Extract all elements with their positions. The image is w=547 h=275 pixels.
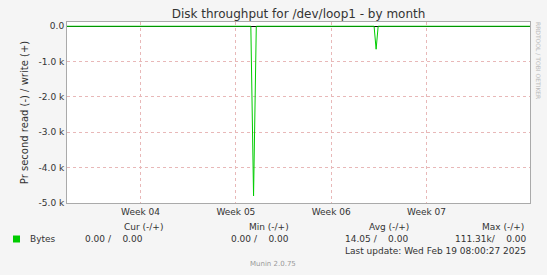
svg-text:-4.0 k: -4.0 k	[39, 163, 65, 173]
svg-text:RRDTOOL / TOBI OETIKER: RRDTOOL / TOBI OETIKER	[535, 22, 542, 99]
svg-text:Max (-/+): Max (-/+)	[482, 222, 524, 232]
svg-text:-2.0 k: -2.0 k	[39, 92, 65, 102]
svg-text:Avg (-/+): Avg (-/+)	[369, 222, 409, 232]
svg-text:Min (-/+): Min (-/+)	[249, 222, 289, 232]
svg-text:-3.0 k: -3.0 k	[39, 127, 65, 137]
svg-text:Cur (-/+): Cur (-/+)	[124, 222, 163, 232]
svg-text:0.0: 0.0	[50, 21, 65, 31]
svg-text:Last update: Wed Feb 19 08:00:: Last update: Wed Feb 19 08:00:27 2025	[345, 246, 526, 256]
svg-text:14.05 / 0.00: 14.05 / 0.00	[345, 234, 408, 244]
svg-text:Week 06: Week 06	[312, 207, 351, 217]
svg-text:Bytes: Bytes	[30, 234, 56, 244]
svg-text:Week 07: Week 07	[407, 207, 446, 217]
svg-text:-1.0 k: -1.0 k	[39, 57, 65, 67]
svg-text:Week 04: Week 04	[121, 207, 160, 217]
svg-text:Munin 2.0.75: Munin 2.0.75	[250, 260, 296, 268]
svg-text:Pr second read (-) / write (+): Pr second read (-) / write (+)	[19, 41, 30, 184]
svg-text:0.00 / 0.00: 0.00 / 0.00	[231, 234, 289, 244]
svg-text:Disk throughput for /dev/loop1: Disk throughput for /dev/loop1 - by mont…	[172, 7, 426, 21]
svg-text:111.31k/ 0.00: 111.31k/ 0.00	[455, 234, 526, 244]
svg-text:Week 05: Week 05	[216, 207, 255, 217]
svg-text:0.00 / 0.00: 0.00 / 0.00	[85, 234, 143, 244]
svg-text:-5.0 k: -5.0 k	[39, 198, 65, 208]
